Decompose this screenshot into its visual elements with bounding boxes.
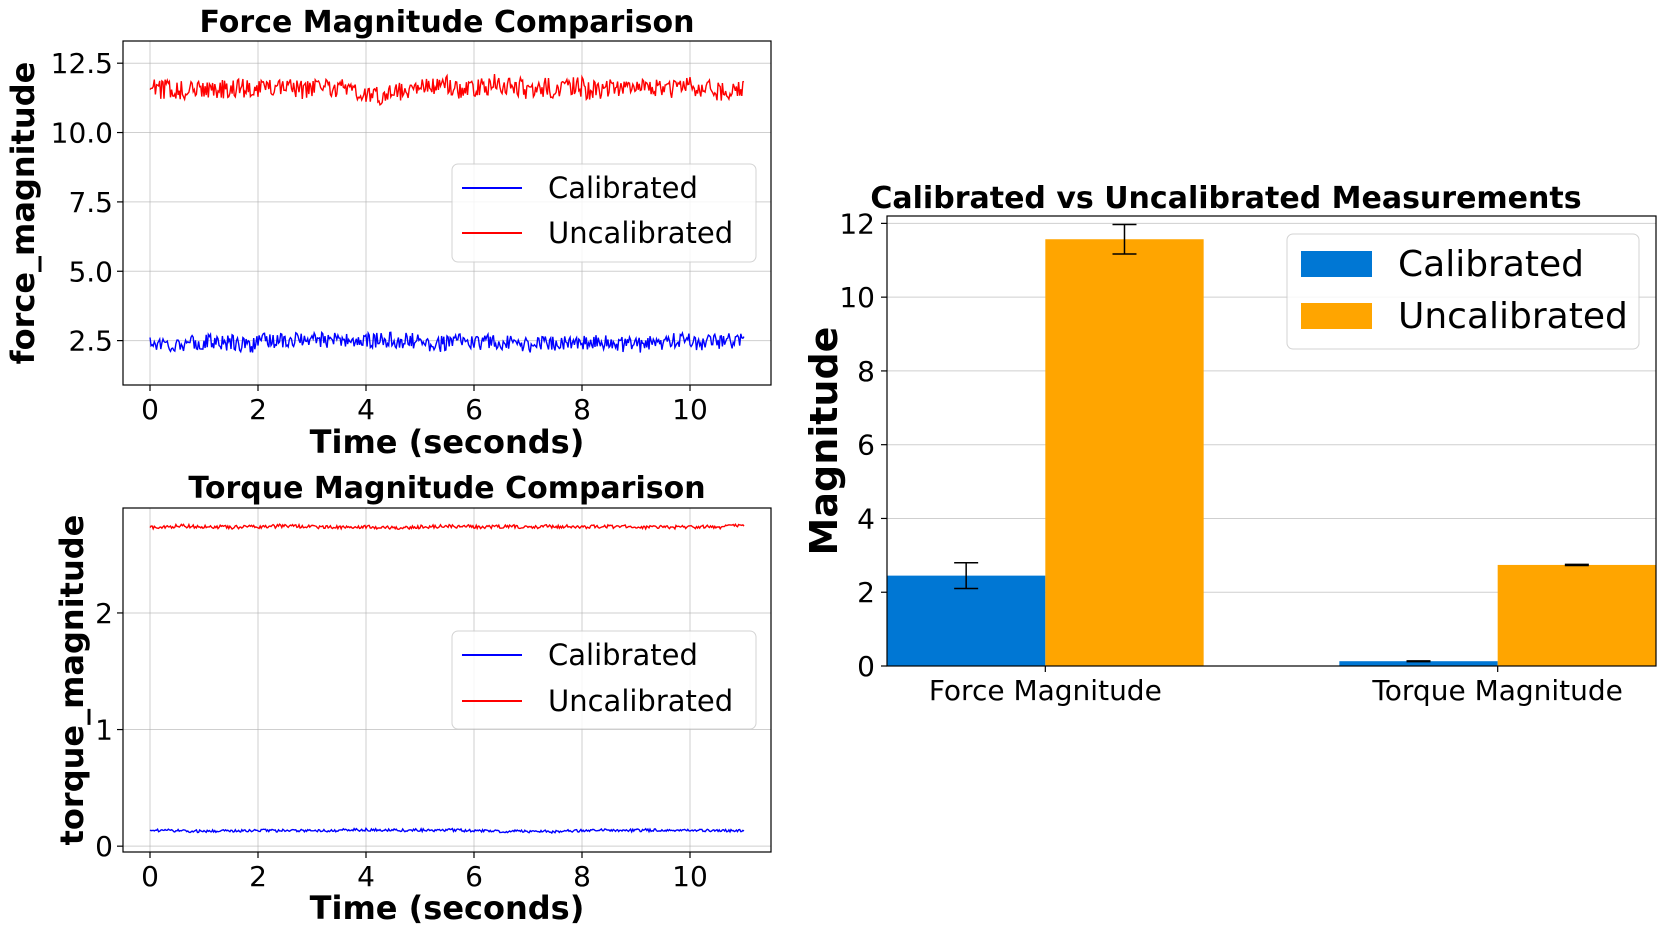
force-x-tick-label: 10 bbox=[672, 393, 708, 426]
torque-y-tick-label: 0 bbox=[95, 830, 113, 863]
torque-y-ticks: 0 1 2 bbox=[95, 597, 123, 863]
bar-calibrated-torque bbox=[1339, 661, 1498, 666]
force-x-axis-label: Time (seconds) bbox=[310, 423, 585, 461]
force-legend-calibrated-label: Calibrated bbox=[548, 171, 698, 205]
bar-plot-area bbox=[886, 215, 1657, 667]
torque-y-tick-label: 2 bbox=[95, 597, 113, 630]
torque-series-lines bbox=[149, 522, 745, 835]
torque-x-tick-label: 10 bbox=[672, 860, 708, 893]
force-y-tick-label: 10.0 bbox=[51, 117, 113, 150]
torque-legend: Calibrated Uncalibrated bbox=[451, 630, 757, 730]
bar-legend-uncalibrated-swatch bbox=[1301, 303, 1372, 329]
torque-chart: Torque Magnitude Comparison 0 2 4 6 8 10 012 … bbox=[53, 471, 772, 927]
bar-y-tick-label: 12 bbox=[839, 207, 875, 240]
torque-x-axis-label: Time (seconds) bbox=[310, 889, 585, 927]
bar-y-tick-label: 2 bbox=[857, 576, 875, 609]
bar-uncalibrated-torque bbox=[1497, 564, 1656, 666]
bar-y-tick-label: 6 bbox=[857, 429, 875, 462]
force-legend: Calibrated Uncalibrated bbox=[451, 163, 757, 263]
force-y-tick-label: 5.0 bbox=[68, 255, 113, 288]
bar-legend-calibrated-label: Calibrated bbox=[1398, 244, 1584, 285]
force-x-tick-label: 2 bbox=[249, 393, 267, 426]
force-x-tick-label: 4 bbox=[357, 393, 375, 426]
torque-x-tick-label: 8 bbox=[573, 860, 591, 893]
force-y-axis-label: force_magnitude bbox=[4, 62, 42, 365]
bar-legend-uncalibrated-label: Uncalibrated bbox=[1398, 296, 1628, 337]
bar-y-tick-label: 10 bbox=[839, 281, 875, 314]
force-chart-title: Force Magnitude Comparison bbox=[200, 5, 695, 40]
force-line-uncalibrated bbox=[149, 73, 745, 106]
bar-y-axis-label: Magnitude bbox=[802, 327, 846, 556]
force-x-tick-label: 6 bbox=[465, 393, 483, 426]
force-x-tick-label: 0 bbox=[141, 393, 159, 426]
torque-plot-area bbox=[122, 507, 772, 853]
bar-y-tick-label: 4 bbox=[857, 502, 875, 535]
torque-x-ticks: 0 2 4 6 8 10 bbox=[141, 852, 708, 893]
torque-x-tick-label: 0 bbox=[141, 860, 159, 893]
bar-legend-calibrated-swatch bbox=[1301, 251, 1372, 277]
bar-chart-title: Calibrated vs Uncalibrated Measurements bbox=[870, 181, 1581, 216]
bar-y-tick-label: 0 bbox=[857, 650, 875, 683]
force-x-tick-label: 8 bbox=[573, 393, 591, 426]
torque-gridlines bbox=[123, 508, 771, 852]
force-y-tick-label: 12.5 bbox=[51, 47, 113, 80]
torque-x-tick-label: 2 bbox=[249, 860, 267, 893]
bar-x-ticks: Force Magnitude Torque Magnitude bbox=[929, 666, 1623, 707]
force-x-ticks: 0 2 4 6 8 10 bbox=[141, 385, 708, 426]
force-y-ticks: 2.5 5.0 7.5 10.0 12.5 bbox=[51, 47, 123, 358]
bar-y-tick-label: 8 bbox=[857, 355, 875, 388]
bar-chart: Calibrated vs Uncalibrated Measurements … bbox=[802, 181, 1657, 707]
force-legend-uncalibrated-label: Uncalibrated bbox=[548, 216, 733, 250]
torque-legend-uncalibrated-label: Uncalibrated bbox=[548, 684, 733, 718]
bar-uncalibrated-force bbox=[1045, 239, 1204, 666]
torque-x-tick-label: 6 bbox=[465, 860, 483, 893]
torque-y-tick-label: 1 bbox=[95, 714, 113, 747]
force-series-lines bbox=[149, 73, 745, 354]
torque-line-calibrated bbox=[149, 826, 745, 835]
bar-calibrated-force bbox=[887, 575, 1046, 666]
force-y-tick-label: 2.5 bbox=[68, 325, 113, 358]
torque-y-axis-label: torque_magnitude bbox=[53, 515, 91, 846]
force-chart: Force Magnitude Comparison 0 2 4 6 8 10 2.5 5.… bbox=[4, 5, 772, 461]
bar-error-bars bbox=[954, 223, 1589, 663]
bar-series-bars bbox=[887, 239, 1656, 666]
force-line-calibrated bbox=[149, 330, 745, 354]
force-y-tick-label: 7.5 bbox=[68, 186, 113, 219]
torque-line-uncalibrated bbox=[149, 522, 745, 531]
bar-legend: Calibrated Uncalibrated bbox=[1286, 233, 1640, 350]
torque-chart-title: Torque Magnitude Comparison bbox=[188, 471, 705, 506]
torque-legend-calibrated-label: Calibrated bbox=[548, 638, 698, 672]
bar-y-ticks: 0 2 4 6 8 10 12 bbox=[839, 207, 887, 683]
bar-x-tick-label: Force Magnitude bbox=[929, 674, 1162, 707]
force-plot-area bbox=[122, 40, 772, 386]
torque-x-tick-label: 4 bbox=[357, 860, 375, 893]
bar-x-tick-label: Torque Magnitude bbox=[1371, 674, 1622, 707]
